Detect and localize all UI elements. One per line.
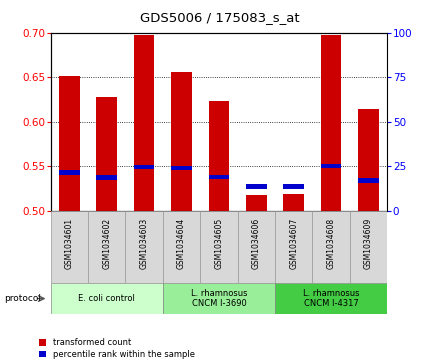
- Text: L. rhamnosus
CNCM I-4317: L. rhamnosus CNCM I-4317: [303, 289, 359, 308]
- Bar: [88, 211, 125, 283]
- Bar: [246, 184, 267, 189]
- Text: GSM1034602: GSM1034602: [102, 218, 111, 269]
- Text: GSM1034604: GSM1034604: [177, 217, 186, 269]
- Text: GSM1034605: GSM1034605: [214, 217, 224, 269]
- Bar: [163, 283, 275, 314]
- Bar: [200, 211, 238, 283]
- Bar: [96, 175, 117, 180]
- Bar: [275, 211, 312, 283]
- Bar: [358, 178, 379, 183]
- Text: GSM1034608: GSM1034608: [326, 218, 336, 269]
- Bar: [209, 175, 229, 179]
- Text: L. rhamnosus
CNCM I-3690: L. rhamnosus CNCM I-3690: [191, 289, 247, 308]
- Bar: [246, 195, 267, 211]
- Bar: [163, 211, 200, 283]
- Bar: [238, 211, 275, 283]
- Bar: [358, 109, 379, 211]
- Bar: [96, 97, 117, 211]
- Text: GSM1034609: GSM1034609: [364, 217, 373, 269]
- Text: GSM1034607: GSM1034607: [289, 217, 298, 269]
- Text: GSM1034606: GSM1034606: [252, 217, 261, 269]
- Bar: [321, 35, 341, 211]
- Bar: [209, 101, 229, 211]
- Bar: [134, 165, 154, 169]
- Bar: [51, 211, 88, 283]
- Bar: [171, 166, 192, 170]
- Bar: [134, 35, 154, 211]
- Legend: transformed count, percentile rank within the sample: transformed count, percentile rank withi…: [39, 338, 194, 359]
- Bar: [350, 211, 387, 283]
- Text: protocol: protocol: [4, 294, 41, 303]
- Text: GSM1034601: GSM1034601: [65, 218, 74, 269]
- Bar: [283, 184, 304, 189]
- Bar: [275, 283, 387, 314]
- Bar: [51, 283, 163, 314]
- Bar: [171, 72, 192, 211]
- Text: E. coli control: E. coli control: [78, 294, 135, 303]
- Bar: [59, 76, 80, 211]
- Bar: [125, 211, 163, 283]
- Text: GSM1034603: GSM1034603: [139, 217, 149, 269]
- Bar: [283, 193, 304, 211]
- Bar: [59, 170, 80, 175]
- Bar: [312, 211, 350, 283]
- Bar: [321, 164, 341, 168]
- Text: GDS5006 / 175083_s_at: GDS5006 / 175083_s_at: [140, 11, 300, 24]
